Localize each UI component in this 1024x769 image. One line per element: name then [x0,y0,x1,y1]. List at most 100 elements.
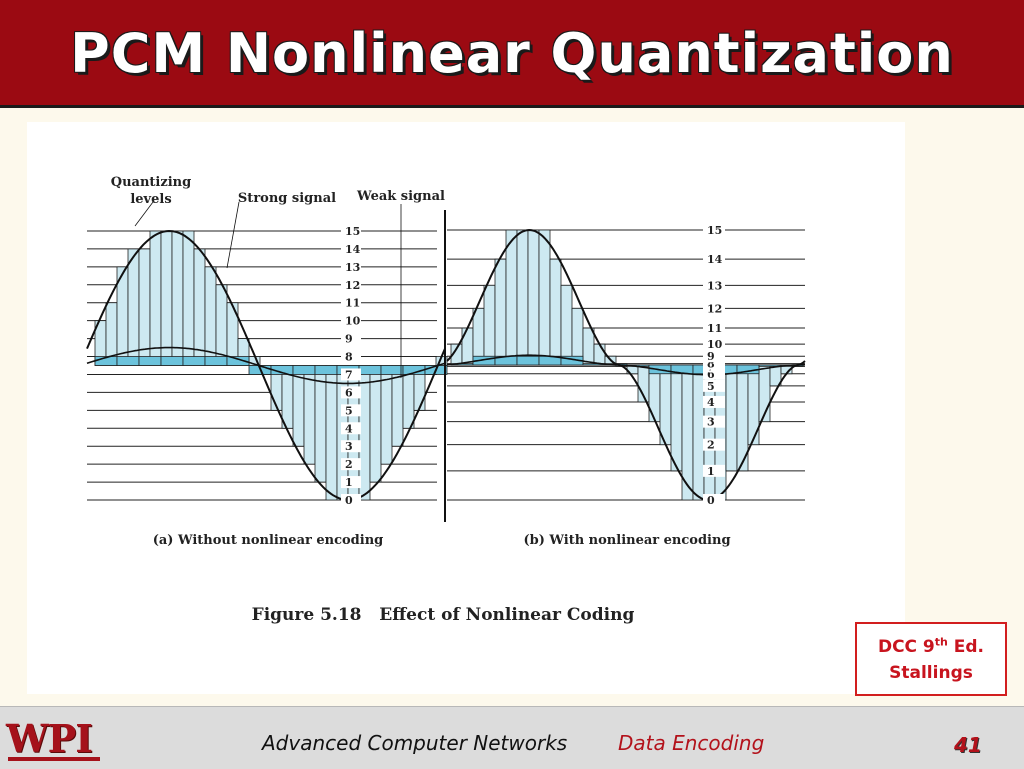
panel-a-level-label: 11 [345,297,360,310]
panel-a-level-label: 13 [345,261,360,274]
panel-a-strong-curve [86,229,446,501]
page-number: 41 [954,733,982,757]
panel-b-label-bg [703,395,725,408]
panel-a-label-bg [341,404,361,417]
panel-a-level-label: 6 [345,386,353,399]
panel-b-level-label: 12 [707,302,722,315]
panel-b-weak-curve [446,354,806,376]
panel-a-label-bg [341,476,361,489]
panel-b-level-label: 0 [707,494,715,507]
panel-b-strong-block [494,258,507,366]
panel-a-weak-block [358,365,382,375]
signal-curves [86,228,806,502]
strong-signal-label: Strong signal [238,191,336,206]
panel-b-label-bg [703,253,725,266]
panel-b-level-label: 9 [707,350,715,363]
panel-a-level-label: 14 [345,243,361,256]
panel-a-weak-block [204,356,228,366]
panel-a-label-bg [341,296,361,309]
panel-b-level-label: 5 [707,380,715,393]
panel-b-label-bg [703,494,725,506]
panel-b-level-label: 13 [707,279,722,292]
panel-a-level-label: 1 [345,476,353,489]
panel-a-level-label: 2 [345,458,353,471]
panel-b-level-label: 4 [707,396,715,409]
credit-box: DCC 9th Ed. Stallings [855,622,1007,696]
topic-name: Data Encoding [618,731,765,755]
strong-signal-pointer [226,201,240,269]
weak-signal-label: Weak signal [356,189,445,204]
panel-a-label-bg [341,242,361,255]
credit-edition-ed: Ed. [947,637,985,657]
panel-a-label-bg [341,260,361,273]
quantizing-levels-label-line2: levels [130,192,171,207]
panel-a-label-bg [341,440,361,453]
panel-a-label-bg [341,386,361,399]
title-bar: PCM Nonlinear Quantization [0,0,1024,108]
panel-b-level-label: 15 [707,224,722,237]
panel-a-weak-block [314,365,338,375]
panel-a-label-bg [341,350,361,363]
figure-caption: Figure 5.18 Effect of Nonlinear Coding [252,605,635,625]
panel-a-label-bg [341,368,361,381]
panel-b-strong-block [549,258,562,366]
panel-a-level-label: 12 [345,279,360,292]
panel-b-level-label: 11 [707,322,722,335]
panel-a-strong-block [325,365,338,501]
panel-b-strong-curve [446,228,806,502]
panel-a-weak-block [160,356,184,366]
panel-a-level-label: 0 [345,494,353,507]
panel-a-strong-block [149,230,162,366]
wpi-logo: WPI [6,716,93,761]
credit-edition-suffix: th [934,635,948,649]
panel-b-level-label: 1 [707,465,715,478]
panel-b-level-label: 6 [707,368,715,381]
panel-a-level-label: 8 [345,351,353,364]
panel-b-strong-block [505,229,518,366]
panel-a-weak-block [292,365,316,375]
panel-a-strong-block [160,230,173,366]
panel-b-level-label: 2 [707,439,715,452]
panel-a-strong-block [369,365,382,483]
caption-a: (a) Without nonlinear encoding [153,533,384,548]
panel-b-label-bg [703,415,725,428]
panel-b-weak-block [516,355,540,366]
panel-b-label-bg [703,322,725,335]
panel-a-level-label: 10 [345,315,361,328]
panel-b-strong-block [538,229,551,366]
panel-a-strong-block [193,248,206,366]
panel-a-strong-block [182,230,195,366]
caption-b: (b) With nonlinear encoding [523,533,730,548]
panel-a-label-bg [341,422,361,435]
panel-b-strong-block [560,284,573,366]
panel-a-weak-block [380,365,404,375]
panel-b-strong-block [483,284,496,366]
panel-b-level-label: 3 [707,416,715,429]
panel-a-level-label: 9 [345,333,353,346]
panel-a-weak-curve [86,346,446,385]
footer: WPI Advanced Computer Networks Data Enco… [0,706,1024,769]
credit-author: Stallings [889,663,973,683]
panel-a-strong-block [314,365,327,483]
panel-b-label-bg [703,338,725,351]
quantizing-levels-label-line1: Quantizing [111,175,191,190]
panel-b-strong-block [461,327,474,366]
panel-b-level-label: 14 [707,253,723,266]
panel-b-strong-block [670,364,683,472]
panel-a-level-label: 3 [345,440,353,453]
panel-b-label-bg [703,302,725,315]
panel-a-weak-block [138,356,162,366]
panel-b-strong-block [659,364,672,446]
panel-b-level-label: 10 [707,338,723,351]
panel-b-strong-block [527,229,540,366]
panel-b-strong-block [725,364,738,472]
panel-a-weak-block [116,356,140,366]
course-name: Advanced Computer Networks [262,731,568,755]
wpi-logo-underline [8,757,100,761]
quantizing-levels-pointer [134,201,154,227]
panel-a-weak-block [226,356,250,366]
panel-a-label-bg [341,494,361,506]
panel-a-strong-block [127,248,140,366]
